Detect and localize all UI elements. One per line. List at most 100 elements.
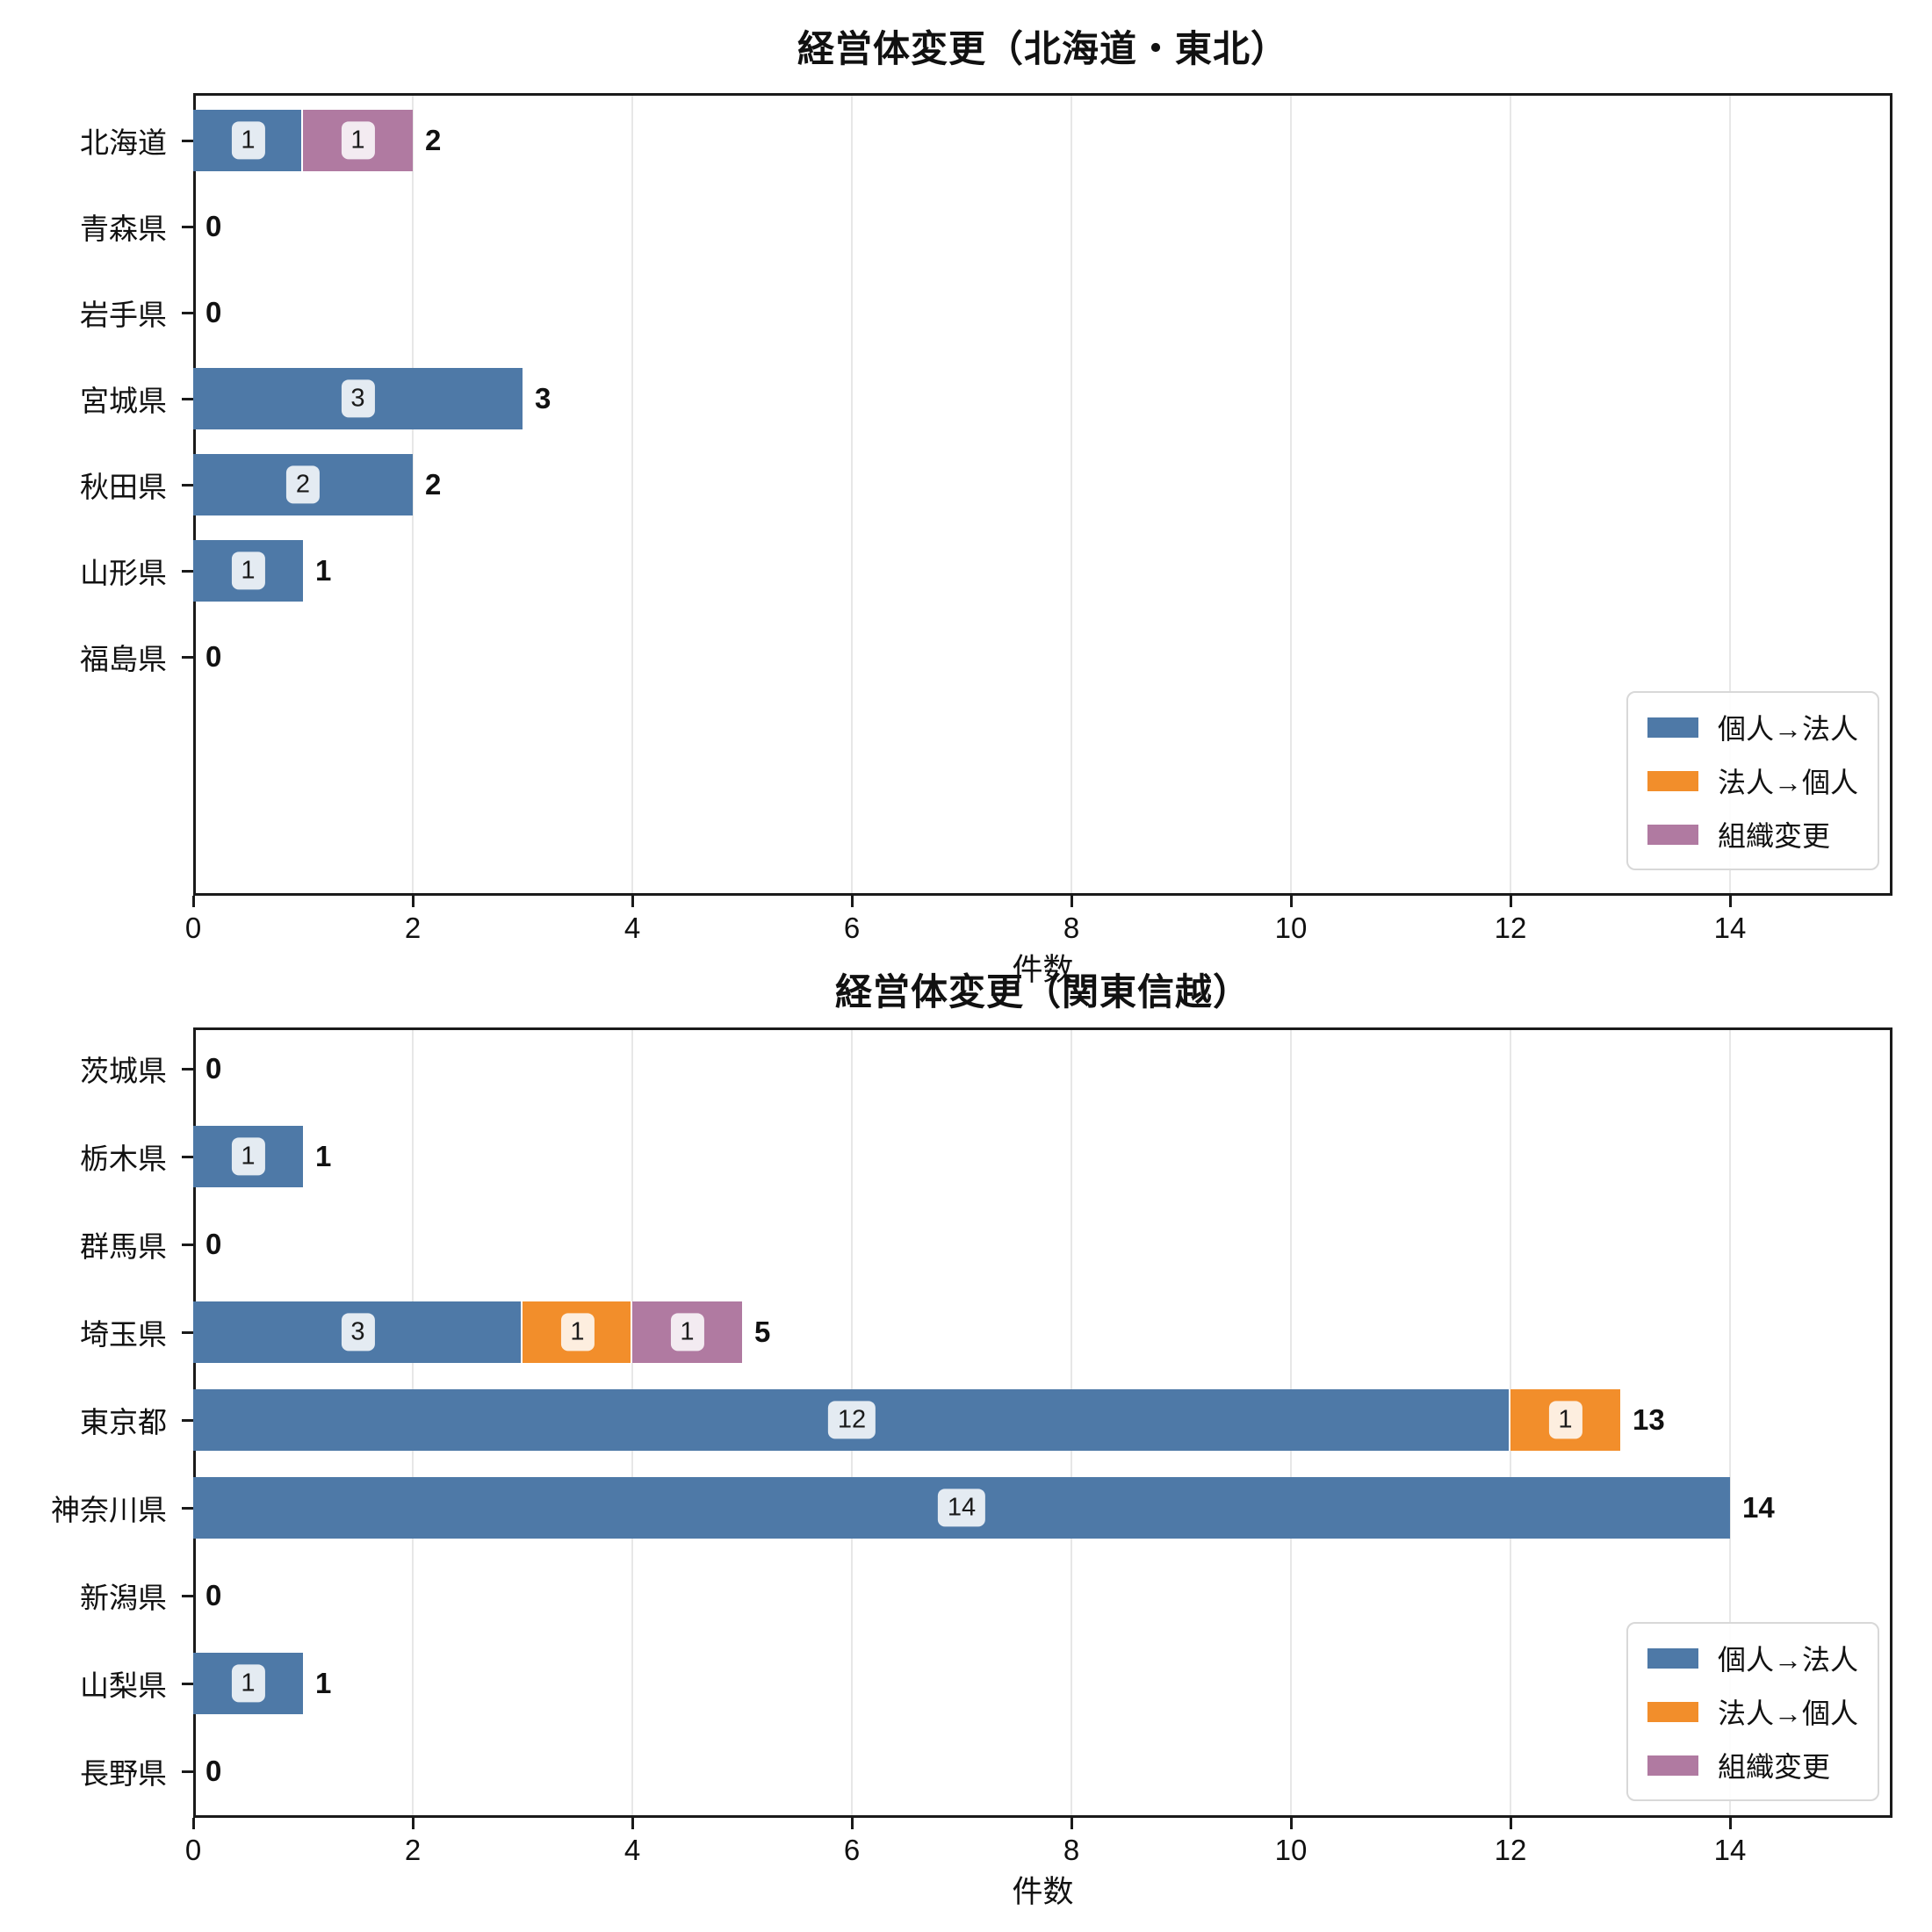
y-tick-mark xyxy=(182,1419,193,1422)
x-tick-mark xyxy=(631,1818,634,1829)
legend-item: 法人→個人 xyxy=(1647,1691,1858,1732)
grid-line xyxy=(1729,1030,1731,1815)
bar-segment-label: 1 xyxy=(560,1313,595,1352)
x-tick-label: 0 xyxy=(184,912,202,944)
category-label: 宮城県 xyxy=(80,385,167,417)
grid-line xyxy=(1510,96,1511,893)
legend-swatch-icon xyxy=(1647,770,1698,791)
x-axis-label-top: 件数 xyxy=(1012,953,1074,987)
category-label: 青森県 xyxy=(80,213,167,245)
legend-swatch-icon xyxy=(1647,1647,1698,1669)
bar-total-label: 1 xyxy=(315,1140,332,1172)
x-tick-mark xyxy=(1290,896,1293,907)
chart-title-hokkaido-tohoku: 経営体変更（北海道・東北） xyxy=(797,28,1288,69)
bar-total-label: 0 xyxy=(205,1228,222,1260)
x-tick-mark xyxy=(1510,1818,1512,1829)
plot-area-kanto-shinetsu: 0 1 1 0 3 1 1 5 12 1 13 14 14 0 1 1 0 個人→法人 法人→個人 組織変更 xyxy=(193,1027,1892,1818)
x-tick-mark xyxy=(851,1818,854,1829)
category-label: 山形県 xyxy=(80,557,167,589)
x-tick-mark xyxy=(1729,896,1732,907)
category-label: 茨城県 xyxy=(80,1055,167,1087)
bar-total-label: 0 xyxy=(205,1755,222,1787)
bar-segment-label: 2 xyxy=(285,465,321,504)
grid-line xyxy=(1071,96,1072,893)
y-tick-mark xyxy=(182,1683,193,1685)
legend-item: 組織変更 xyxy=(1647,1745,1858,1785)
bar-segment-label: 1 xyxy=(1548,1401,1582,1439)
bar-total-label: 0 xyxy=(205,640,222,673)
x-tick-label: 2 xyxy=(404,1834,422,1866)
legend-label: 法人→個人 xyxy=(1717,767,1858,798)
y-tick-mark xyxy=(182,570,193,573)
y-tick-mark xyxy=(182,398,193,400)
x-tick-label: 10 xyxy=(1274,912,1308,944)
x-tick-mark xyxy=(851,896,854,907)
legend-item: 組織変更 xyxy=(1647,814,1858,854)
bar-segment-label: 1 xyxy=(231,551,265,590)
x-tick-label: 14 xyxy=(1713,1834,1747,1866)
x-tick-mark xyxy=(412,1818,415,1829)
bar-total-label: 1 xyxy=(315,554,332,587)
y-tick-mark xyxy=(182,1331,193,1334)
legend-label: 個人→法人 xyxy=(1717,1644,1858,1676)
legend-swatch-icon xyxy=(1647,1701,1698,1722)
grid-line xyxy=(1290,96,1292,893)
category-label: 北海道 xyxy=(80,126,167,159)
bar-total-label: 1 xyxy=(315,1667,332,1699)
x-tick-mark xyxy=(192,896,195,907)
x-tick-mark xyxy=(631,896,634,907)
x-axis-label-bottom: 件数 xyxy=(1012,1875,1074,1909)
bar-total-label: 0 xyxy=(205,1052,222,1085)
legend-label: 組織変更 xyxy=(1717,820,1830,852)
grid-line xyxy=(851,96,853,893)
category-label: 福島県 xyxy=(80,643,167,675)
x-tick-label: 10 xyxy=(1274,1834,1308,1866)
x-tick-label: 12 xyxy=(1494,1834,1527,1866)
x-tick-mark xyxy=(1071,896,1073,907)
category-label: 秋田県 xyxy=(80,471,167,503)
bar-segment-label: 1 xyxy=(341,121,375,160)
x-tick-label: 2 xyxy=(404,912,422,944)
category-label: 神奈川県 xyxy=(51,1494,167,1526)
x-tick-label: 12 xyxy=(1494,912,1527,944)
legend-label: 個人→法人 xyxy=(1717,713,1858,745)
legend-swatch-icon xyxy=(1647,1755,1698,1776)
legend: 個人→法人法人→個人組織変更 xyxy=(1626,691,1879,870)
x-tick-label: 4 xyxy=(624,1834,641,1866)
x-tick-mark xyxy=(1290,1818,1293,1829)
x-tick-label: 8 xyxy=(1063,1834,1080,1866)
bar-total-label: 0 xyxy=(205,1579,222,1611)
grid-line xyxy=(1729,96,1731,893)
x-tick-mark xyxy=(412,896,415,907)
bar-total-label: 0 xyxy=(205,296,222,328)
y-tick-mark xyxy=(182,312,193,314)
category-label: 埼玉県 xyxy=(80,1318,167,1351)
bar-total-label: 14 xyxy=(1742,1491,1775,1524)
legend-swatch-icon xyxy=(1647,717,1698,738)
bar-segment-label: 12 xyxy=(827,1401,876,1439)
bar-total-label: 3 xyxy=(535,382,551,415)
category-label: 群馬県 xyxy=(80,1230,167,1263)
legend-label: 法人→個人 xyxy=(1717,1698,1858,1729)
legend: 個人→法人法人→個人組織変更 xyxy=(1626,1622,1879,1801)
x-tick-mark xyxy=(1071,1818,1073,1829)
x-tick-label: 8 xyxy=(1063,912,1080,944)
y-tick-mark xyxy=(182,1156,193,1158)
bar-total-label: 0 xyxy=(205,210,222,242)
legend-item: 個人→法人 xyxy=(1647,1638,1858,1678)
plot-area-hokkaido-tohoku: 1 1 2 0 0 3 3 2 2 1 1 0 個人→法人 法人→個人 組織変更 xyxy=(193,93,1892,896)
category-label: 山梨県 xyxy=(80,1669,167,1702)
category-label: 新潟県 xyxy=(80,1582,167,1614)
legend-item: 法人→個人 xyxy=(1647,761,1858,801)
x-tick-mark xyxy=(1729,1818,1732,1829)
bar-segment-label: 1 xyxy=(231,121,265,160)
grid-line xyxy=(631,96,633,893)
x-tick-label: 14 xyxy=(1713,912,1747,944)
x-tick-mark xyxy=(1510,896,1512,907)
category-label: 岩手県 xyxy=(80,299,167,331)
bar-total-label: 2 xyxy=(425,468,442,501)
x-tick-label: 6 xyxy=(843,912,861,944)
grid-line xyxy=(412,96,414,893)
legend-item: 個人→法人 xyxy=(1647,707,1858,747)
